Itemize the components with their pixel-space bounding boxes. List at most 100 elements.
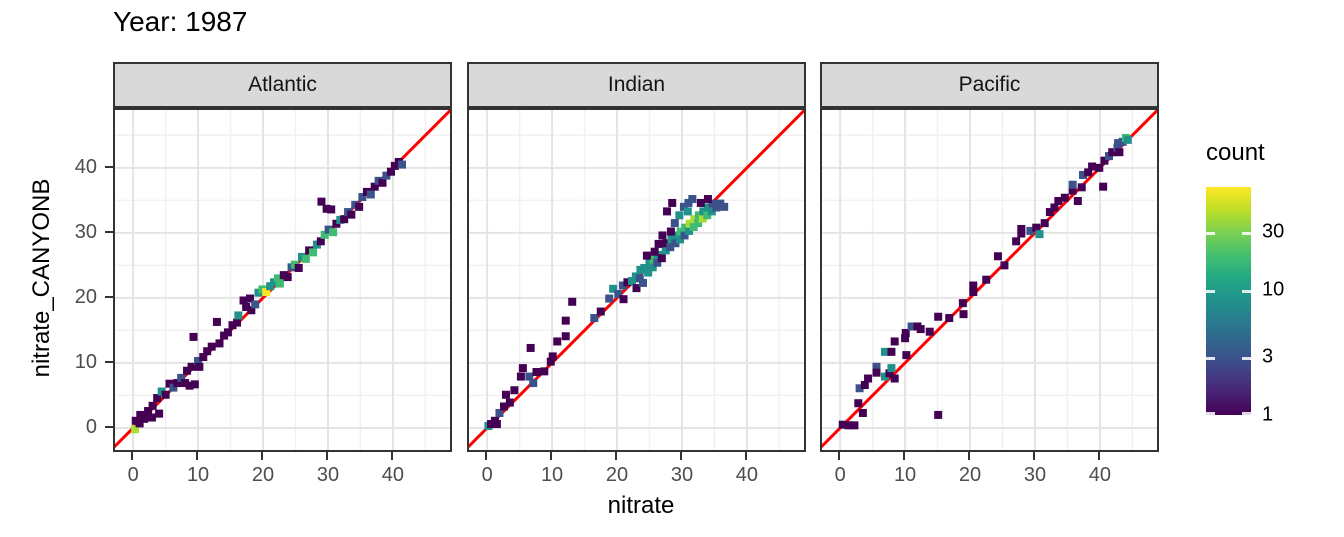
- bin2d-cell: [596, 307, 605, 316]
- bin2d-cell: [140, 414, 149, 423]
- bin2d-cell: [1099, 182, 1108, 191]
- bin2d-cell: [618, 281, 627, 290]
- y-tick-label: 10: [74, 350, 97, 373]
- legend-tick-mark: [1242, 357, 1251, 361]
- x-tick-mark: [485, 452, 488, 460]
- bin2d-cell: [685, 226, 694, 235]
- bin2d-cell: [872, 368, 881, 377]
- bin2d-cell: [185, 381, 194, 390]
- bin2d-cell: [347, 210, 356, 219]
- bin2d-cell: [844, 421, 853, 430]
- bin2d-cell: [703, 211, 712, 220]
- bin2d-cell: [228, 321, 237, 330]
- bin2d-cell: [251, 300, 260, 309]
- bin2d-cell: [207, 342, 216, 351]
- legend-tick-mark: [1206, 290, 1215, 294]
- bin2d-cell: [880, 372, 889, 381]
- bin2d-cell: [1012, 237, 1021, 246]
- bin2d-cell: [683, 207, 692, 216]
- bin2d-cell: [605, 294, 614, 303]
- bin2d-cell: [1060, 193, 1069, 202]
- y-tick-mark: [105, 425, 113, 428]
- bin2d-cell: [294, 263, 303, 272]
- bin2d-cell: [1068, 180, 1077, 189]
- y-axis-title: nitrate_CANYONB: [28, 178, 55, 378]
- x-tick-label: 40: [381, 464, 405, 486]
- bin2d-cell: [492, 420, 501, 429]
- x-tick-mark: [903, 452, 906, 460]
- bin2d-cell: [131, 425, 140, 434]
- legend-tick-mark: [1242, 412, 1251, 415]
- bin2d-cell: [518, 364, 527, 373]
- bin2d-cell: [1032, 223, 1041, 232]
- y-tick-mark: [105, 165, 113, 168]
- bin2d-cell: [838, 420, 847, 429]
- bin2d-cell: [1068, 186, 1077, 195]
- bin2d-cell: [1115, 148, 1124, 157]
- x-tick-label: 10: [186, 464, 210, 486]
- bin2d-cell: [1054, 196, 1063, 205]
- bin2d-cell: [902, 351, 911, 360]
- bin2d-cell: [688, 195, 697, 204]
- bin2d-cell: [916, 325, 925, 334]
- bin2d-cell: [1095, 163, 1104, 172]
- bin2d-cell: [934, 410, 943, 419]
- bin2d-cell: [901, 334, 910, 343]
- bin2d-cell: [317, 197, 326, 206]
- bin2d-cell: [203, 347, 212, 356]
- bin2d-cell: [858, 408, 867, 417]
- x-tick-label: 0: [834, 464, 846, 486]
- bin2d-cell: [1017, 229, 1026, 238]
- x-tick-mark: [744, 452, 747, 460]
- bin2d-cell: [1100, 156, 1109, 165]
- bin2d-cell: [223, 328, 232, 337]
- facet-strip-label: Pacific: [958, 73, 1021, 96]
- y-tick-label: 40: [74, 155, 97, 178]
- bin2d-cell: [526, 343, 535, 352]
- bin2d-cell: [194, 356, 203, 365]
- bin2d-cell: [1045, 208, 1054, 217]
- bin2d-cell: [370, 182, 379, 191]
- bin2d-cell: [397, 160, 406, 169]
- bin2d-cell: [262, 288, 271, 297]
- panel-pacific: [820, 108, 1159, 452]
- bin2d-cell: [155, 409, 164, 418]
- legend-tick-mark: [1242, 290, 1251, 294]
- bin2d-cell: [969, 288, 978, 297]
- bin2d-cell: [880, 347, 889, 356]
- bin2d-cell: [1077, 183, 1086, 192]
- bin2d-cell: [609, 284, 618, 293]
- bin2d-cell: [640, 263, 649, 272]
- bin2d-cell: [329, 228, 338, 237]
- x-tick-label: 30: [670, 464, 694, 486]
- x-tick-label: 10: [540, 464, 564, 486]
- bin2d-cell: [720, 202, 729, 211]
- bin2d-cell: [239, 296, 248, 305]
- bin2d-cell: [242, 302, 251, 311]
- bin2d-cell: [148, 401, 157, 410]
- bin2d-cell: [850, 421, 859, 430]
- bin2d-cell: [273, 274, 282, 283]
- bin2d-cell: [1123, 135, 1132, 144]
- x-tick-label: 30: [316, 464, 340, 486]
- bin2d-cell: [689, 223, 698, 232]
- bin2d-cell: [1000, 261, 1009, 270]
- y-tick-mark: [105, 295, 113, 298]
- legend-tick-mark: [1242, 231, 1251, 235]
- legend-tick-label: 1: [1262, 403, 1274, 426]
- bin2d-cell: [1035, 230, 1044, 239]
- bin2d-cell: [907, 322, 916, 331]
- bin2d-cell: [887, 347, 896, 356]
- bin2d-cell: [993, 252, 1002, 261]
- bin2d-cell: [529, 379, 538, 388]
- facet-strip-indian: Indian: [467, 62, 806, 108]
- panel-atlantic: [113, 108, 452, 452]
- bin2d-cell: [642, 251, 651, 260]
- bin2d-cell: [386, 167, 395, 176]
- bin2d-cell: [1050, 203, 1059, 212]
- bin2d-cell: [670, 219, 679, 228]
- bin2d-cell: [505, 398, 514, 407]
- x-tick-label: 20: [958, 464, 982, 486]
- bin2d-cell: [1026, 226, 1035, 235]
